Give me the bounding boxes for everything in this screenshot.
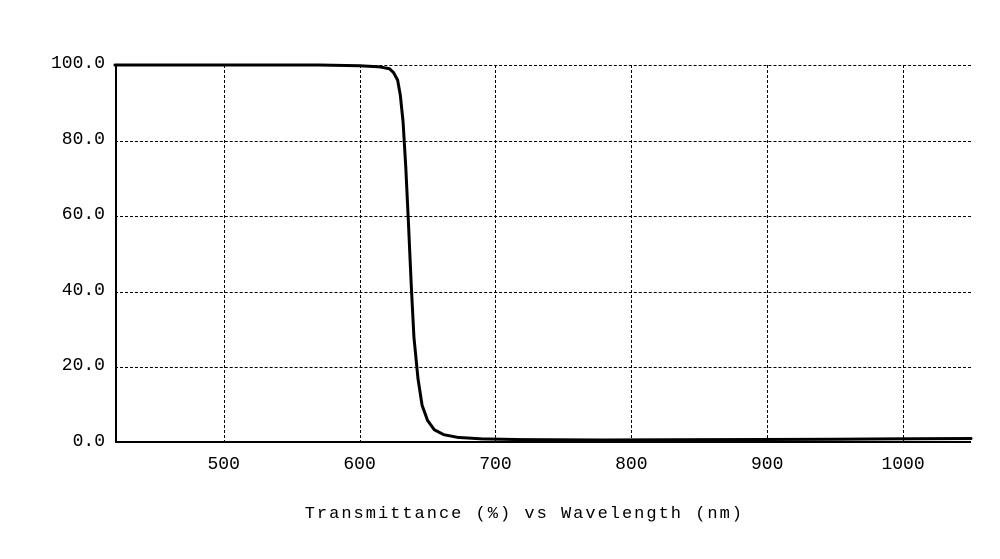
y-tick-label: 80.0 bbox=[62, 130, 105, 150]
x-tick-label: 1000 bbox=[881, 455, 924, 475]
x-tick-label: 500 bbox=[207, 455, 239, 475]
x-tick-label: 800 bbox=[615, 455, 647, 475]
x-tick-label: 900 bbox=[751, 455, 783, 475]
y-tick-label: 0.0 bbox=[73, 432, 105, 452]
y-tick-label: 40.0 bbox=[62, 281, 105, 301]
y-tick-label: 100.0 bbox=[51, 54, 105, 74]
transmittance-curve bbox=[115, 65, 971, 443]
x-axis-label: Transmittance (%) vs Wavelength (nm) bbox=[305, 505, 744, 524]
transmittance-chart: Transmittance (%) vs Wavelength (nm) 0.0… bbox=[0, 0, 1000, 559]
y-tick-label: 20.0 bbox=[62, 356, 105, 376]
y-tick-label: 60.0 bbox=[62, 205, 105, 225]
plot-area bbox=[115, 65, 971, 443]
x-tick-label: 600 bbox=[343, 455, 375, 475]
x-tick-label: 700 bbox=[479, 455, 511, 475]
